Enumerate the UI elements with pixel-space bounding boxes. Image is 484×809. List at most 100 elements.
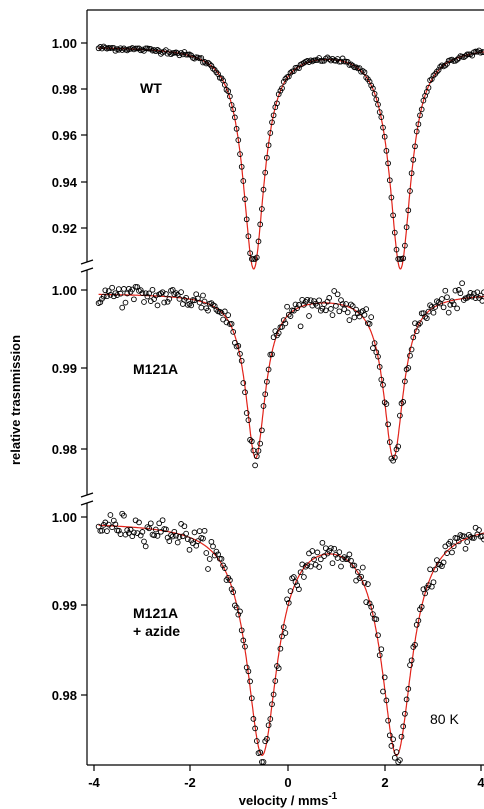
data-point — [115, 286, 122, 292]
data-point — [156, 520, 163, 527]
data-point — [366, 600, 373, 607]
data-point — [203, 550, 210, 556]
data-point — [174, 539, 181, 546]
data-point — [400, 399, 407, 405]
data-point — [378, 646, 385, 653]
data-point — [132, 45, 139, 52]
data-point — [100, 293, 107, 300]
data-point — [201, 298, 208, 305]
data-point — [181, 523, 188, 530]
data-point — [331, 545, 338, 552]
data-point — [464, 295, 471, 301]
data-point — [110, 45, 117, 51]
data-point — [376, 109, 383, 115]
data-point — [248, 695, 255, 702]
data-point — [139, 290, 146, 296]
data-point — [221, 308, 228, 315]
data-point — [238, 627, 245, 634]
data-point — [259, 427, 265, 434]
data-point — [380, 382, 386, 388]
data-point — [141, 299, 147, 305]
data-point — [403, 696, 410, 703]
data-point — [363, 74, 370, 81]
data-point — [390, 736, 396, 743]
data-point — [447, 538, 454, 545]
data-point — [460, 533, 467, 540]
data-point — [450, 543, 457, 550]
data-point — [284, 303, 290, 310]
data-point — [407, 188, 413, 194]
data-point — [186, 546, 193, 553]
data-point — [142, 543, 149, 550]
data-point — [306, 59, 312, 65]
data-point — [326, 295, 333, 301]
y-tick-label: 0.94 — [52, 175, 78, 190]
data-point — [208, 538, 215, 545]
data-point — [329, 560, 336, 567]
data-point — [385, 421, 391, 428]
x-tick-label: 4 — [477, 775, 484, 790]
data-point — [253, 254, 260, 261]
data-point — [405, 207, 412, 214]
data-point — [285, 311, 292, 318]
data-point — [233, 125, 240, 132]
data-point — [351, 314, 358, 321]
data-point — [235, 343, 242, 349]
data-point — [390, 457, 396, 464]
data-point — [301, 574, 307, 580]
data-point — [205, 566, 211, 572]
data-point — [398, 400, 405, 407]
data-point — [218, 310, 225, 316]
data-point — [287, 313, 294, 319]
x-tick-label: 0 — [284, 775, 291, 790]
data-point — [371, 90, 378, 97]
y-tick-label: 0.99 — [52, 598, 77, 613]
data-point — [147, 520, 154, 527]
data-point — [306, 550, 312, 557]
data-point — [333, 303, 339, 309]
data-point — [418, 106, 425, 113]
data-point — [366, 321, 373, 327]
labels: relative trasnmission velocity / mms-1 8… — [8, 36, 484, 808]
data-point — [178, 50, 184, 56]
data-point — [420, 97, 427, 104]
data-point — [383, 697, 390, 704]
data-point — [139, 46, 146, 53]
data-point — [238, 163, 245, 170]
data-point — [269, 351, 275, 358]
data-point — [359, 564, 366, 571]
data-point — [314, 549, 321, 556]
data-point — [354, 310, 361, 317]
data-point — [388, 194, 395, 201]
data-point — [152, 48, 159, 55]
data-point — [178, 289, 184, 295]
data-point — [380, 124, 386, 131]
x-axis-title-main: velocity / mms — [239, 793, 329, 808]
data-point — [206, 556, 213, 562]
y-tick-label: 0.98 — [52, 82, 77, 97]
data-point — [440, 304, 447, 311]
data-point — [218, 556, 225, 562]
data-point — [304, 562, 311, 569]
fit-curves — [98, 47, 484, 757]
data-point — [112, 47, 119, 54]
data-point — [117, 45, 124, 52]
data-point — [110, 293, 117, 300]
data-point — [129, 533, 136, 540]
data-point — [336, 308, 343, 315]
data-point — [287, 69, 294, 76]
data-point — [112, 521, 119, 528]
data-point — [383, 147, 390, 154]
data-point — [117, 290, 124, 297]
data-point — [376, 652, 383, 659]
data-point — [213, 69, 220, 76]
data-point — [183, 294, 189, 301]
data-point — [361, 69, 368, 76]
data-point — [407, 352, 413, 359]
data-point — [191, 529, 198, 536]
data-point — [450, 301, 457, 308]
data-point — [370, 345, 376, 351]
data-point — [243, 410, 250, 416]
y-tick-label: 1.00 — [52, 510, 77, 525]
panel-label: M121A — [133, 605, 178, 621]
